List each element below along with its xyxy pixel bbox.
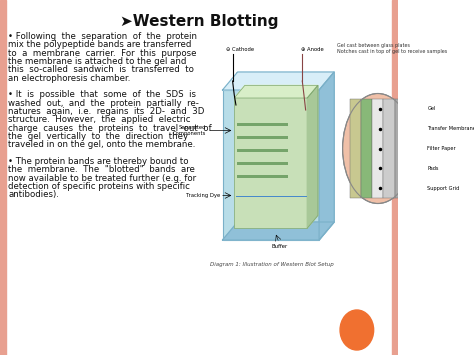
Text: now available to be treated further (e.g. for: now available to be treated further (e.g… (9, 174, 197, 182)
Bar (372, 99, 383, 198)
Text: Separated
Components: Separated Components (173, 125, 206, 136)
Bar (222, 90, 319, 240)
Text: traveled in on the gel, onto the membrane.: traveled in on the gel, onto the membran… (9, 141, 196, 149)
Text: an electrophoresis chamber.: an electrophoresis chamber. (9, 74, 131, 83)
Bar (237, 148, 288, 152)
Text: this  so-called  sandwich  is  transferred  to: this so-called sandwich is transferred t… (9, 65, 194, 75)
Bar (383, 99, 395, 198)
Text: Transfer Membrane: Transfer Membrane (428, 126, 474, 131)
Bar (395, 99, 406, 198)
Text: Buffer: Buffer (271, 244, 287, 249)
Ellipse shape (343, 93, 413, 203)
Polygon shape (222, 72, 334, 90)
Text: ⊕ Anode: ⊕ Anode (301, 47, 323, 52)
Bar (0, 0, 6, 355)
Bar (237, 122, 288, 126)
Bar (237, 162, 288, 164)
Text: ⊖ Cathode: ⊖ Cathode (226, 47, 254, 52)
Text: Filter Paper: Filter Paper (428, 146, 456, 151)
Circle shape (340, 310, 374, 350)
Text: mix the polypeptide bands are transferred: mix the polypeptide bands are transferre… (9, 40, 192, 49)
Text: Pads: Pads (428, 166, 439, 171)
Text: the  gel  vertically  to  the  direction  they: the gel vertically to the direction they (9, 132, 189, 141)
Text: the membrane is attached to the gel and: the membrane is attached to the gel and (9, 57, 187, 66)
Text: charge  causes  the  proteins  to  travel  out  of: charge causes the proteins to travel out… (9, 124, 212, 133)
Text: detection of specific proteins with specific: detection of specific proteins with spec… (9, 182, 190, 191)
Text: ➤Western Blotting: ➤Western Blotting (120, 14, 278, 29)
Text: washed  out,  and  the  protein  partially  re-: washed out, and the protein partially re… (9, 99, 199, 108)
Polygon shape (307, 86, 318, 228)
Text: • The protein bands are thereby bound to: • The protein bands are thereby bound to (9, 157, 189, 166)
Bar (237, 175, 288, 178)
Bar (392, 0, 398, 355)
Polygon shape (319, 72, 334, 240)
Text: Tracking Dye: Tracking Dye (186, 193, 220, 198)
Text: to  a  membrane  carrier.  For  this  purpose: to a membrane carrier. For this purpose (9, 49, 197, 58)
Bar (361, 99, 372, 198)
Text: natures  again,  i.e.  regains  its  2D-  and  3D: natures again, i.e. regains its 2D- and … (9, 107, 205, 116)
Text: Support Grid: Support Grid (428, 186, 460, 191)
Text: Gel: Gel (428, 106, 436, 111)
Text: Diagram 1: Illustration of Western Blot Setup: Diagram 1: Illustration of Western Blot … (210, 262, 334, 267)
Text: • It  is  possible  that  some  of  the  SDS  is: • It is possible that some of the SDS is (9, 90, 196, 99)
Bar (234, 98, 307, 228)
Bar (237, 136, 288, 138)
Text: structure.  However,  the  applied  electric: structure. However, the applied electric (9, 115, 191, 124)
Text: antibodies).: antibodies). (9, 190, 59, 199)
Text: Western Blot Setup: Western Blot Setup (236, 72, 335, 81)
Text: • Following  the  separation  of  the  protein: • Following the separation of the protei… (9, 32, 197, 41)
Text: the  membrane.  The  "blotted"  bands  are: the membrane. The "blotted" bands are (9, 165, 195, 174)
Bar (350, 99, 361, 198)
Text: Gel cast between glass plates
Notches cast in top of gel to receive samples: Gel cast between glass plates Notches ca… (337, 43, 447, 54)
Polygon shape (234, 86, 318, 98)
Polygon shape (222, 222, 334, 240)
